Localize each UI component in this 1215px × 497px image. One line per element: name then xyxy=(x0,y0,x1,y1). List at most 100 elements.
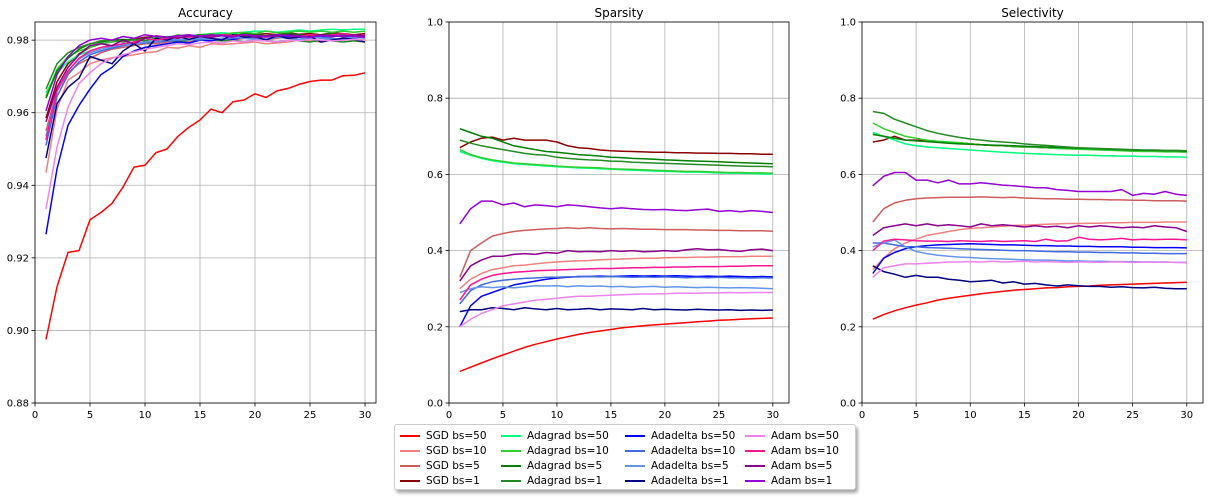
x-tick-label: 25 xyxy=(304,410,317,421)
legend-swatch xyxy=(745,449,765,452)
series-line-adadelta-bs-50 xyxy=(872,242,1187,274)
x-tick-label: 30 xyxy=(766,410,779,421)
x-tick-label: 10 xyxy=(551,410,564,421)
legend-swatch xyxy=(501,479,521,482)
x-tick-label: 5 xyxy=(913,410,919,421)
x-tick-label: 20 xyxy=(659,410,672,421)
series-line-adadelta-bs-5 xyxy=(459,284,773,294)
legend-entry: Adadelta bs=5 xyxy=(625,458,745,473)
series-line-adadelta-bs-50 xyxy=(459,274,773,328)
x-tick-label: 30 xyxy=(359,410,372,421)
legend-swatch xyxy=(501,434,521,437)
panel-sparsity: 0 5 10 15 20 25 30 0.0 0.2 0.4 0.6 0.8 1.0 Sparsity xyxy=(427,6,790,421)
y-tick-label: 0.88 xyxy=(7,399,29,410)
series-line-adam-bs-5 xyxy=(872,223,1188,237)
y-tick-label: 0.8 xyxy=(427,94,443,105)
legend-label: Adam bs=50 xyxy=(771,429,839,442)
legend: SGD bs=50 SGD bs=10 SGD bs=5 SGD bs=1 Adagra… xyxy=(394,424,856,490)
x-tick-label: 25 xyxy=(712,410,725,421)
series-line-adadelta-bs-1 xyxy=(459,307,773,313)
x-tick-label: 10 xyxy=(964,410,977,421)
y-tick-label: 0.8 xyxy=(840,94,856,105)
legend-label: SGD bs=5 xyxy=(426,459,480,472)
series-line-sgd-bs-1 xyxy=(459,136,773,155)
series-line-adadelta-bs-1 xyxy=(872,265,1187,290)
series-line-adadelta-bs-10 xyxy=(45,36,366,146)
y-tick-label: 0.4 xyxy=(840,246,856,257)
legend-swatch xyxy=(745,434,765,437)
legend-entry: Adam bs=50 xyxy=(745,428,855,443)
legend-swatch xyxy=(625,449,645,452)
series-line-adadelta-bs-10 xyxy=(459,275,773,305)
legend-entry: SGD bs=10 xyxy=(400,443,501,458)
legend-label: SGD bs=50 xyxy=(426,429,487,442)
series-line-adam-bs-1 xyxy=(45,33,366,112)
legend-label: Adam bs=5 xyxy=(771,459,833,472)
legend-entry: SGD bs=50 xyxy=(400,428,501,443)
legend-entry: Adam bs=1 xyxy=(745,473,855,488)
series-line-adam-bs-50 xyxy=(459,291,773,328)
series-line-adam-bs-10 xyxy=(459,265,773,301)
legend-entry: Adam bs=5 xyxy=(745,458,855,473)
axes-frame xyxy=(861,21,1204,404)
axes-frame xyxy=(448,21,790,404)
legend-swatch xyxy=(400,449,420,452)
legend-label: Adadelta bs=50 xyxy=(651,429,736,442)
y-tick-label: 0.6 xyxy=(427,170,443,181)
x-tick-label: 0 xyxy=(446,410,452,421)
legend-swatch xyxy=(501,464,521,467)
y-tick-label: 0.98 xyxy=(7,36,29,47)
legend-entry: Adagrad bs=5 xyxy=(501,458,625,473)
series-line-sgd-bs-50 xyxy=(872,281,1187,320)
series-line-adam-bs-5 xyxy=(45,33,366,123)
legend-swatch xyxy=(625,479,645,482)
legend-swatch xyxy=(501,449,521,452)
panel-selectivity: 0 5 10 15 20 25 30 0.0 0.2 0.4 0.6 0.8 1.0 Selectivit… xyxy=(840,6,1204,421)
x-tick-label: 10 xyxy=(139,410,152,421)
series-line-adagrad-bs-50 xyxy=(872,131,1187,159)
series-line-adagrad-bs-10 xyxy=(459,148,773,175)
legend-swatch xyxy=(625,464,645,467)
series-line-adam-bs-50 xyxy=(872,260,1187,278)
legend-entry: Adagrad bs=1 xyxy=(501,473,625,488)
legend-label: Adam bs=1 xyxy=(771,474,833,487)
legend-label: Adagrad bs=5 xyxy=(527,459,603,472)
y-tick-label: 0.0 xyxy=(840,399,856,410)
legend-label: Adadelta bs=1 xyxy=(651,474,729,487)
series-line-sgd-bs-10 xyxy=(45,38,366,173)
series-line-adagrad-bs-1 xyxy=(872,110,1187,152)
y-tick-label: 0.2 xyxy=(427,322,443,333)
y-tick-label: 1.0 xyxy=(427,18,443,29)
series-line-adam-bs-50 xyxy=(45,38,366,210)
legend-label: Adagrad bs=50 xyxy=(527,429,609,442)
y-tick-label: 0.94 xyxy=(7,181,29,192)
series-line-adagrad-bs-5 xyxy=(872,133,1187,152)
series-line-adam-bs-1 xyxy=(459,200,773,225)
x-tick-label: 0 xyxy=(32,410,38,421)
legend-entry: Adadelta bs=50 xyxy=(625,428,745,443)
series-line-sgd-bs-5 xyxy=(872,196,1187,223)
legend-swatch xyxy=(400,434,420,437)
legend-entry: SGD bs=5 xyxy=(400,458,501,473)
series-line-sgd-bs-50 xyxy=(45,72,366,340)
series-line-adam-bs-1 xyxy=(872,171,1187,197)
legend-entry: SGD bs=1 xyxy=(400,473,501,488)
series-line-adam-bs-5 xyxy=(459,247,773,282)
legend-label: Adadelta bs=5 xyxy=(651,459,729,472)
x-tick-label: 5 xyxy=(500,410,506,421)
series-line-sgd-bs-5 xyxy=(459,226,773,278)
y-tick-label: 1.0 xyxy=(840,18,856,29)
y-tick-label: 0.2 xyxy=(840,322,856,333)
legend-entry: Adadelta bs=1 xyxy=(625,473,745,488)
legend-swatch xyxy=(745,464,765,467)
series-line-sgd-bs-10 xyxy=(872,221,1187,271)
legend-label: Adam bs=10 xyxy=(771,444,839,457)
series-line-sgd-bs-50 xyxy=(459,317,773,373)
series-line-adagrad-bs-5 xyxy=(459,127,773,165)
chart-title: Accuracy xyxy=(178,6,233,20)
legend-swatch xyxy=(400,464,420,467)
x-tick-label: 0 xyxy=(859,410,865,421)
x-tick-label: 30 xyxy=(1180,410,1193,421)
y-tick-label: 0.0 xyxy=(427,399,443,410)
legend-label: SGD bs=1 xyxy=(426,474,480,487)
